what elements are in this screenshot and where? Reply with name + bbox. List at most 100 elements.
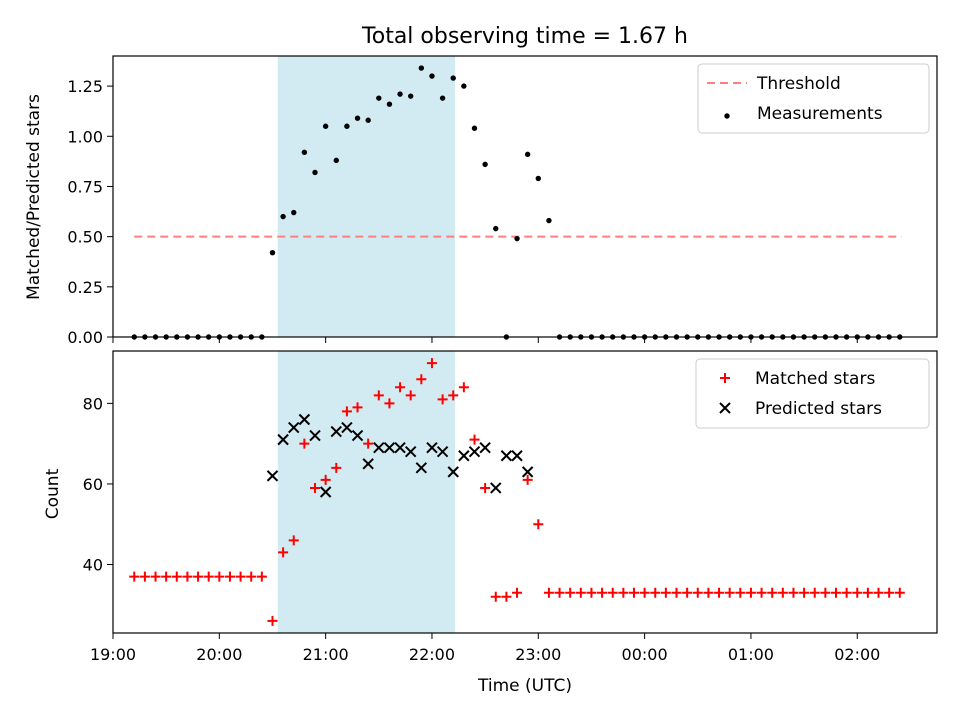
measurement-point <box>471 125 478 131</box>
measurement-point <box>482 161 488 168</box>
predicted-star-point <box>404 446 417 458</box>
matched-star-point <box>852 587 863 598</box>
predicted-star-point <box>309 429 321 442</box>
top-ylabel: Matched/Predicted stars <box>24 94 44 300</box>
y-tick-label: 0.50 <box>67 228 103 247</box>
matched-star-point <box>341 406 352 417</box>
bottom-ylabel: Count <box>43 468 63 519</box>
measurement-point <box>333 157 339 164</box>
matched-star-point <box>256 571 267 582</box>
predicted-star-point <box>426 441 438 454</box>
y-tick-label: 0.25 <box>67 278 103 297</box>
matched-star-point <box>777 587 788 598</box>
matched-star-point <box>203 571 214 582</box>
matched-star-point <box>554 587 565 598</box>
matched-star-point <box>416 374 427 385</box>
matched-star-point <box>767 587 778 598</box>
matched-star-point <box>884 587 895 598</box>
predicted-star-point <box>479 441 491 454</box>
legend-label: Matched stars <box>755 369 875 389</box>
matched-star-point <box>310 482 321 493</box>
matched-star-point <box>650 587 661 598</box>
matched-star-point <box>799 587 810 598</box>
matched-star-point <box>331 462 342 473</box>
predicted-star-point <box>521 466 534 478</box>
matched-star-point <box>182 571 193 582</box>
y-tick-label: 0.00 <box>67 328 103 347</box>
matched-star-point <box>150 571 161 582</box>
measurement-point <box>450 75 456 81</box>
matched-star-point <box>384 398 395 409</box>
y-tick-label: 40 <box>83 556 103 575</box>
predicted-star-point <box>394 441 406 454</box>
matched-star-point <box>139 571 150 582</box>
matched-star-point <box>830 587 841 598</box>
matched-star-point <box>894 587 905 598</box>
measurement-point <box>397 91 403 97</box>
measurement-point <box>546 217 552 224</box>
predicted-star-point <box>362 458 374 470</box>
matched-star-point <box>278 547 289 558</box>
matched-star-point <box>426 358 437 369</box>
matched-star-point <box>405 390 416 401</box>
matched-star-point <box>320 474 331 485</box>
measurement-point <box>301 149 308 156</box>
matched-star-point <box>862 587 873 598</box>
matched-star-point <box>469 434 480 445</box>
legend-label: Predicted stars <box>755 399 882 419</box>
matched-star-point <box>522 474 533 485</box>
matched-star-point <box>607 587 618 598</box>
bottom-plot-panel: 40 60 80 19:00 20:00 21:00 22:00 23:00 00:00 01:0… <box>83 350 938 664</box>
measurement-point <box>408 93 414 99</box>
predicted-star-point <box>341 421 353 434</box>
matched-star-point <box>512 587 523 598</box>
predicted-star-point <box>500 450 513 462</box>
matched-star-point <box>660 587 671 598</box>
measurement-point <box>386 101 393 107</box>
matched-star-point <box>480 482 491 493</box>
matched-star-point <box>437 394 448 405</box>
predicted-star-point <box>415 462 428 474</box>
matched-star-point <box>788 587 799 598</box>
matched-star-point <box>363 438 374 449</box>
predicted-star-point <box>277 433 289 446</box>
matched-star-point <box>671 587 682 598</box>
predicted-star-point <box>511 450 523 462</box>
matched-star-point <box>533 519 544 530</box>
measurement-point <box>429 73 435 79</box>
matched-star-point <box>129 571 140 582</box>
chart-title: Total observing time = 1.67 h <box>361 24 688 49</box>
matched-star-point <box>267 615 278 626</box>
matched-star-point <box>565 587 576 598</box>
legend-label: Threshold <box>756 74 841 94</box>
matched-star-point <box>214 571 225 582</box>
matched-star-point <box>618 587 629 598</box>
axes-frame <box>112 350 938 634</box>
measurement-point <box>514 235 520 242</box>
matched-star-point <box>490 591 501 602</box>
measurement-point <box>269 250 276 256</box>
x-tick-label: 02:00 <box>834 645 880 664</box>
legend-box <box>695 358 930 429</box>
x-tick-label: 23:00 <box>515 645 561 664</box>
predicted-star-point <box>383 441 396 454</box>
matched-star-point <box>703 587 714 598</box>
measurement-point <box>280 213 286 220</box>
matched-star-point <box>395 382 406 393</box>
legend-box <box>697 63 930 134</box>
matched-star-point <box>714 587 725 598</box>
measurement-point <box>493 225 499 232</box>
matched-star-point <box>745 587 756 598</box>
y-tick-label: 60 <box>83 475 103 494</box>
predicted-star-point <box>288 421 300 434</box>
predicted-star-point <box>351 429 364 442</box>
matched-star-point <box>692 587 703 598</box>
matched-star-point <box>735 587 746 598</box>
matched-star-point <box>682 587 693 598</box>
legend-matched-swatch <box>720 373 730 383</box>
predicted-star-point <box>373 441 385 454</box>
legend-label: Measurements <box>757 104 883 124</box>
x-tick-label: 21:00 <box>303 645 349 664</box>
axes-frame <box>112 55 938 338</box>
